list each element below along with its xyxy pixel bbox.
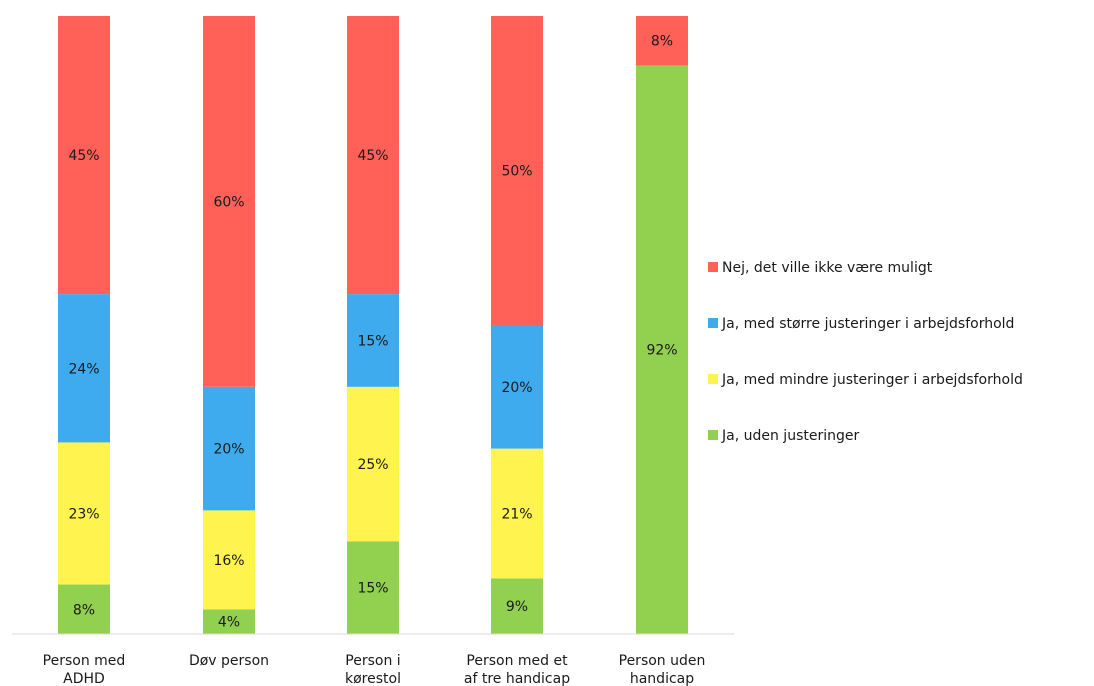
bar-segment-1-2 [203,386,255,511]
bar-segment-0-2 [58,294,110,443]
data-label-1-3: 60% [213,194,244,210]
bar-segment-3-2 [491,325,543,449]
legend-label-3: Ja, uden justeringer [721,428,859,444]
data-label-1-2: 20% [213,442,244,458]
data-label-0-2: 24% [68,361,99,377]
data-label-3-0: 9% [506,599,528,615]
legend-label-2: Ja, med mindre justeringer i arbejdsforh… [721,372,1023,388]
data-label-0-0: 8% [73,602,95,618]
category-label-1-0: Døv person [189,653,269,669]
bar-segment-4-3 [636,16,688,66]
bar-segment-2-0 [347,541,399,634]
bar-segment-1-1 [203,510,255,610]
data-label-0-1: 23% [68,506,99,522]
legend-label-0: Nej, det ville ikke være muligt [722,260,933,276]
bar-segment-1-3 [203,16,255,387]
bar-segment-0-0 [58,584,110,634]
category-label-4-0: Person uden [619,653,706,669]
data-label-2-1: 25% [357,457,388,473]
legend: Nej, det ville ikke være muligt Ja, med s… [708,260,1023,444]
data-label-0-3: 45% [68,148,99,164]
bar-segment-2-3 [347,16,399,295]
legend-label-1: Ja, med større justeringer i arbejdsforh… [721,316,1014,332]
bars-group [58,16,688,634]
bar-segment-1-0 [203,609,255,634]
bar-segment-2-2 [347,294,399,387]
category-label-3-1: af tre handicap [464,671,570,686]
category-label-4-1: handicap [630,671,694,686]
legend-swatch-2 [708,374,718,384]
data-label-3-3: 50% [501,164,532,180]
category-label-0-0: Person med [43,653,126,669]
legend-swatch-3 [708,430,718,440]
bar-segment-4-0 [636,65,688,634]
bar-segment-0-1 [58,442,110,585]
bar-segment-3-3 [491,16,543,325]
data-labels-group: 8% 23% 24% 45% 4% 16% 20% 60% 15% 25% 15% 45% 9% 21% 2… [68,34,677,631]
data-label-3-1: 21% [501,506,532,522]
category-label-2-1: kørestol [345,671,401,686]
data-label-1-0: 4% [218,615,240,631]
bar-segment-0-3 [58,16,110,295]
legend-swatch-1 [708,318,718,328]
data-label-3-2: 20% [501,380,532,396]
data-label-4-0: 92% [646,343,677,359]
data-label-2-0: 15% [357,581,388,597]
data-label-1-1: 16% [213,553,244,569]
bar-segment-3-1 [491,448,543,579]
legend-swatch-0 [708,262,718,272]
category-labels-group: Person med ADHD Døv person Person i kørestol… [43,653,706,686]
category-label-2-0: Person i [345,653,400,669]
data-label-2-3: 45% [357,148,388,164]
bar-segment-3-0 [491,578,543,634]
bar-segment-2-1 [347,386,399,542]
category-label-3-0: Person med et [466,653,568,669]
data-label-2-2: 15% [357,333,388,349]
data-label-4-3: 8% [651,34,673,50]
category-label-0-1: ADHD [63,671,105,686]
